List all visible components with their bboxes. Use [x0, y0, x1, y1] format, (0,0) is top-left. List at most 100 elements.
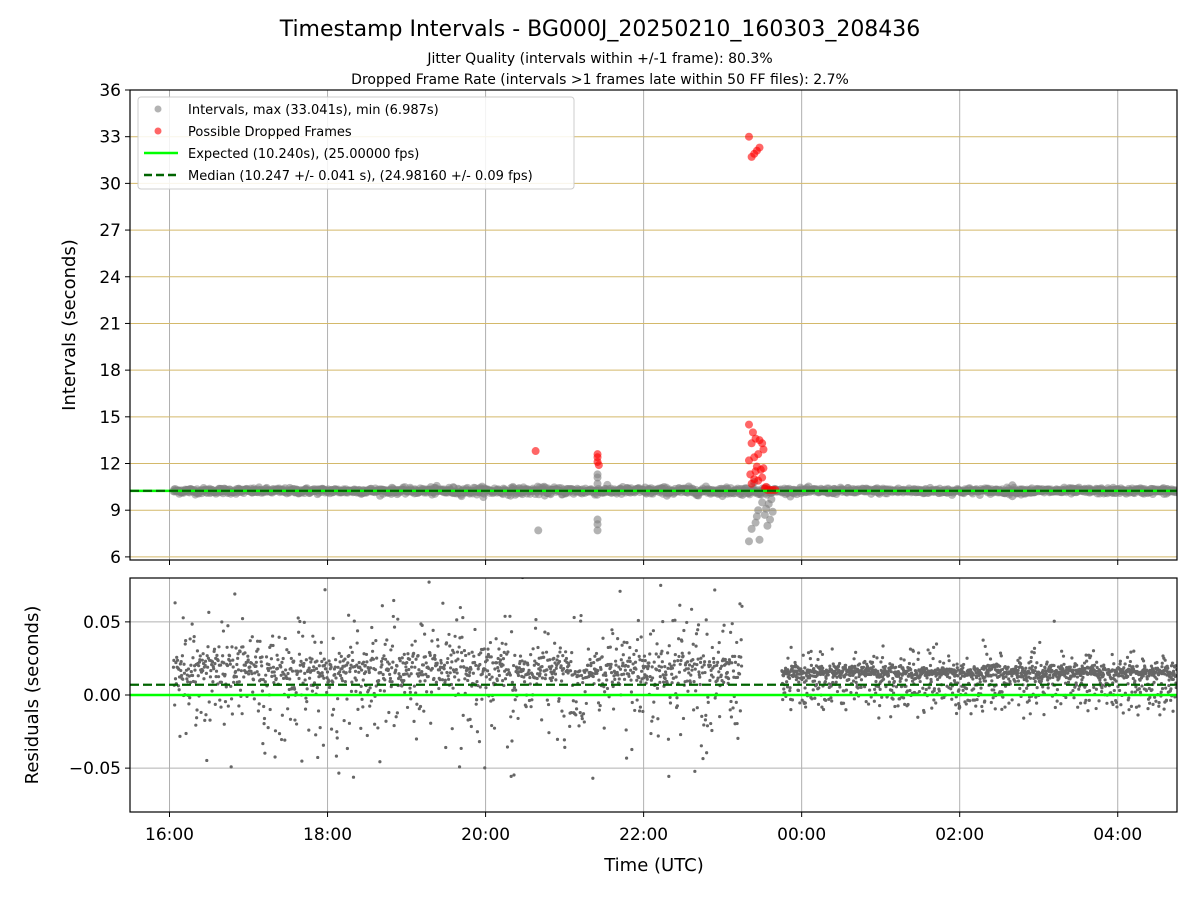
residual-point — [480, 697, 484, 701]
residual-point — [563, 745, 567, 749]
residual-point — [731, 706, 735, 710]
residual-point — [234, 646, 238, 650]
residual-point — [610, 680, 614, 684]
residual-point — [712, 664, 716, 668]
residual-point — [290, 669, 295, 673]
residual-point — [1081, 675, 1085, 679]
residual-point — [654, 652, 658, 656]
residual-point — [509, 630, 514, 634]
residual-point — [527, 672, 531, 676]
residual-point — [329, 727, 334, 731]
residual-point — [1144, 689, 1149, 693]
residual-point — [282, 672, 286, 676]
residual-point — [227, 654, 232, 658]
residual-point — [213, 702, 217, 706]
residual-point — [1095, 665, 1099, 670]
residual-point — [223, 700, 228, 704]
residual-point — [208, 718, 212, 722]
residual-point — [1012, 671, 1016, 675]
dropped-frame-point — [744, 420, 753, 429]
residual-point — [214, 669, 219, 673]
residual-point — [425, 690, 429, 694]
residual-point — [551, 675, 555, 680]
residual-point — [424, 661, 428, 665]
residual-point — [351, 658, 355, 663]
residual-point — [289, 656, 293, 661]
residual-point — [1103, 678, 1107, 682]
residual-point — [847, 677, 851, 682]
residual-point — [348, 670, 352, 674]
residual-point — [172, 658, 176, 662]
residual-point — [557, 697, 561, 701]
residual-point — [501, 679, 505, 683]
residual-point — [696, 628, 700, 632]
residual-point — [318, 726, 322, 730]
residual-point — [979, 686, 983, 690]
residual-point — [635, 698, 639, 702]
residual-point — [255, 639, 260, 643]
residual-point — [955, 666, 959, 670]
residual-point — [243, 651, 247, 655]
residual-point — [579, 613, 583, 618]
residual-point — [955, 662, 959, 666]
residual-point — [711, 675, 715, 679]
residual-point — [596, 668, 600, 673]
x-tick-label: 02:00 — [935, 825, 984, 845]
residual-point — [442, 667, 446, 671]
residual-point — [557, 659, 562, 664]
residual-point — [912, 662, 916, 666]
residual-point — [535, 676, 539, 681]
residual-point — [371, 641, 375, 645]
residual-point — [942, 667, 946, 672]
residual-point — [388, 676, 393, 681]
residual-point — [528, 675, 532, 680]
residual-point — [368, 704, 372, 708]
residual-point — [580, 717, 584, 721]
residual-point — [219, 705, 223, 709]
residual-point — [287, 650, 291, 655]
residual-point — [438, 678, 442, 682]
residual-point — [798, 701, 802, 705]
residual-point — [702, 663, 706, 667]
residual-point — [609, 670, 614, 675]
residual-point — [475, 730, 480, 734]
residual-point — [313, 640, 317, 644]
residual-point — [245, 670, 249, 674]
residual-point — [378, 760, 382, 764]
residual-point — [362, 652, 366, 656]
residual-point — [1118, 659, 1122, 663]
residual-point — [1072, 696, 1076, 700]
residual-point — [839, 676, 843, 680]
residual-point — [898, 672, 902, 676]
residual-point — [829, 696, 833, 700]
residual-point — [1163, 658, 1167, 662]
residual-point — [1061, 654, 1066, 658]
residual-point — [292, 659, 296, 663]
residual-point — [1134, 685, 1138, 689]
residual-point — [644, 664, 648, 669]
residual-point — [1133, 679, 1137, 683]
residual-point — [844, 708, 848, 712]
residual-point — [226, 704, 230, 708]
residual-point — [668, 701, 673, 705]
residual-point — [932, 687, 937, 691]
residual-point — [716, 660, 720, 664]
residual-point — [1174, 664, 1177, 668]
residual-point — [1076, 705, 1080, 709]
residual-point — [789, 645, 793, 649]
residual-point — [971, 677, 975, 681]
residual-point — [894, 685, 899, 689]
residual-point — [872, 654, 876, 658]
residual-point — [346, 661, 350, 665]
residual-point — [206, 645, 210, 649]
residual-point — [716, 650, 721, 654]
residual-point — [280, 660, 284, 664]
residual-point — [640, 658, 645, 663]
residual-point — [509, 715, 513, 719]
residual-point — [655, 668, 659, 672]
residual-point — [413, 639, 417, 643]
y-tick-label: 27 — [99, 221, 121, 241]
residual-point — [362, 660, 366, 664]
residual-point — [989, 700, 993, 705]
residual-point — [499, 653, 503, 658]
